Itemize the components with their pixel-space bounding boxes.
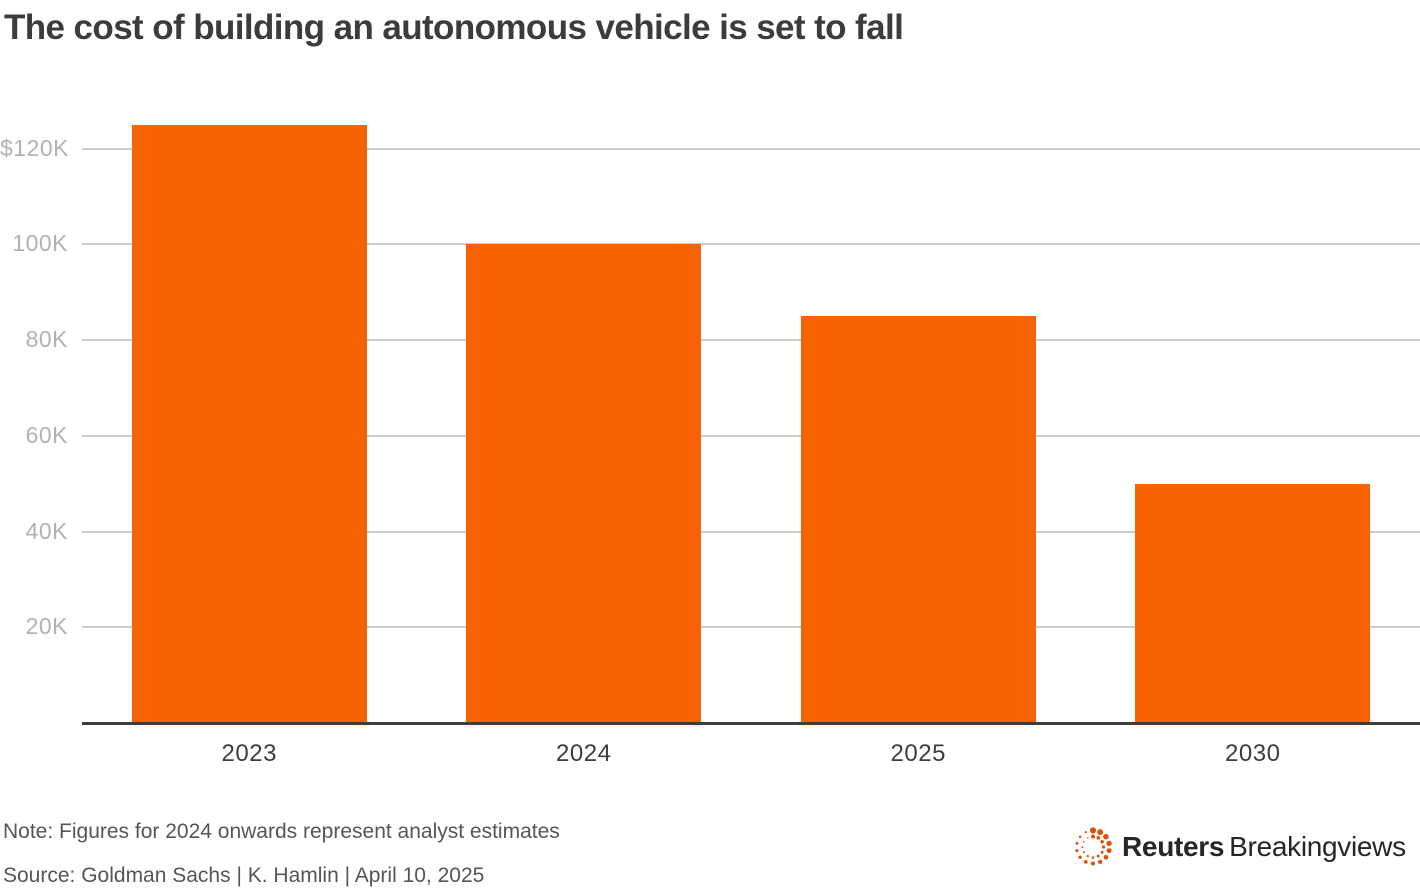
reuters-breakingviews-logo: Reuters Breakingviews [1072, 826, 1406, 868]
x-axis-label: 2030 [1225, 740, 1281, 767]
reuters-dotted-circle-icon [1075, 827, 1112, 866]
x-axis-label: 2023 [221, 740, 277, 767]
brand-name-reuters: Reuters [1122, 831, 1225, 862]
chart-source: Source: Goldman Sachs | K. Hamlin | Apri… [3, 864, 485, 887]
gridline [82, 626, 1420, 629]
gridline [82, 530, 1420, 533]
bar-2023 [131, 124, 367, 723]
bar-2024 [466, 244, 702, 723]
gridline [82, 147, 1420, 150]
chart-title: The cost of building an autonomous vehic… [4, 8, 904, 47]
y-axis-tick-label: 40K [25, 517, 68, 544]
bar-2025 [800, 316, 1036, 723]
x-axis-label: 2024 [556, 740, 612, 767]
brand-wordmark: Reuters Breakingviews [1122, 831, 1406, 863]
brand-name-breakingviews: Breakingviews [1229, 831, 1406, 862]
y-axis-tick-label: $120K [0, 134, 70, 161]
y-axis-tick-label: 20K [25, 613, 68, 640]
gridline [82, 434, 1420, 437]
chart-note: Note: Figures for 2024 onwards represent… [3, 820, 560, 843]
y-axis-tick-label: 60K [25, 421, 68, 448]
y-axis-tick-label: 100K [12, 230, 68, 257]
x-axis-line [82, 722, 1420, 725]
y-axis-tick-label: 80K [25, 326, 68, 352]
gridline [82, 243, 1420, 246]
x-axis-label: 2025 [890, 740, 946, 767]
gridline [82, 339, 1420, 341]
bar-2030 [1135, 483, 1371, 723]
